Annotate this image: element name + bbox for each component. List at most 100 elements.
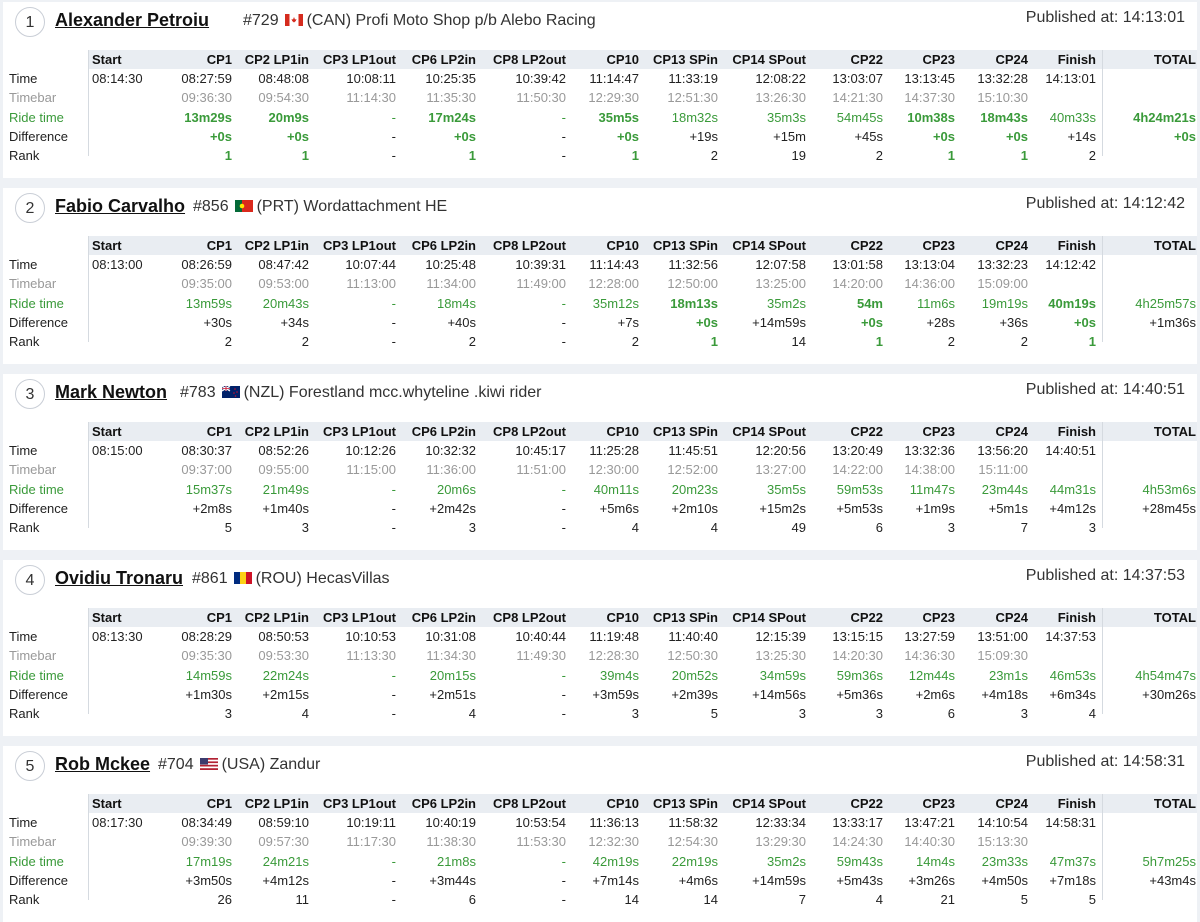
ride-cell: 35m5s (766, 482, 806, 497)
ride-cell: - (391, 668, 396, 683)
rider-team: Wordattachment HE (298, 198, 448, 215)
ride-cell: 20m52s (671, 668, 718, 683)
rider-name-link[interactable]: Alexander Petroiu (55, 10, 210, 30)
time-cell: 14:40:51 (1045, 443, 1096, 458)
time-cell: 11:36:13 (589, 815, 639, 830)
column-divider (1102, 608, 1103, 714)
column-header-cp22: CP22 (850, 796, 883, 811)
diff-cell: +14m56s (752, 687, 806, 702)
diff-cell: - (561, 687, 566, 702)
column-header-cp24: CP24 (995, 52, 1028, 67)
timebar-cell: 12:51:30 (667, 90, 718, 105)
row-label-rank: Rank (9, 706, 40, 721)
diff-cell: +5m6s (599, 501, 639, 516)
rank-cell: 4 (710, 520, 718, 535)
diff-cell: +14s (1067, 129, 1096, 144)
rank-cell: 5 (224, 520, 232, 535)
column-header-cp10: CP10 (606, 796, 639, 811)
row-label-timebar: Timebar (9, 648, 57, 663)
ride-cell: 23m33s (981, 854, 1028, 869)
flag-portugal-icon (234, 199, 253, 212)
time-cell: 10:07:44 (345, 257, 396, 272)
column-header-cp2-lp1in: CP2 LP1in (244, 610, 309, 625)
rank-cell: 4 (1088, 706, 1096, 721)
ride-cell: - (391, 854, 396, 869)
column-header-total: TOTAL (1153, 424, 1196, 439)
diff-cell: +0s (860, 315, 883, 330)
timebar-cell: 09:35:00 (181, 276, 232, 291)
diff-cell: +4m12s (262, 873, 309, 888)
table-header-bg (89, 236, 1197, 255)
diff-cell: +2m10s (671, 501, 718, 516)
rank-cell: 6 (468, 892, 476, 907)
column-header-cp8-lp2out: CP8 LP2out (493, 610, 566, 625)
timebar-cell: 14:22:00 (832, 462, 883, 477)
timebar-cell: 15:09:30 (977, 648, 1028, 663)
timebar-cell: 09:54:30 (258, 90, 309, 105)
position-badge: 1 (15, 7, 45, 37)
rider-name-link[interactable]: Mark Newton (55, 382, 168, 402)
time-cell: 11:32:56 (668, 257, 718, 272)
timebar-cell: 12:32:30 (588, 834, 639, 849)
rider-name-link[interactable]: Fabio Carvalho (55, 196, 186, 216)
column-divider (88, 794, 89, 900)
time-cell: 08:47:42 (258, 257, 309, 272)
column-header-cp22: CP22 (850, 52, 883, 67)
ride-cell: 23m1s (988, 668, 1028, 683)
diff-cell: +4m12s (1049, 501, 1096, 516)
diff-cell: +1m40s (262, 501, 309, 516)
timebar-cell: 09:35:30 (181, 648, 232, 663)
column-header-cp14-spout: CP14 SPout (732, 796, 806, 811)
rank-cell: 1 (224, 148, 232, 163)
column-header-start: Start (92, 424, 122, 439)
ride-cell: 5h7m25s (1142, 854, 1196, 869)
ride-cell: - (561, 854, 566, 869)
rank-cell: 1 (710, 334, 718, 349)
row-label-difference: Difference (9, 687, 69, 702)
rank-cell: - (561, 148, 566, 163)
diff-cell: +3m26s (908, 873, 955, 888)
ride-cell: 54m45s (836, 110, 883, 125)
ride-cell: 35m12s (592, 296, 639, 311)
time-cell: 10:45:17 (515, 443, 566, 458)
timebar-cell: 11:36:00 (426, 462, 476, 477)
diff-cell: +40s (447, 315, 476, 330)
time-cell: 13:32:23 (977, 257, 1028, 272)
timebar-cell: 14:36:00 (904, 276, 955, 291)
rank-cell: 3 (947, 520, 955, 535)
rider-name-link[interactable]: Ovidiu Tronaru (55, 568, 184, 588)
timebar-cell: 11:49:00 (516, 276, 566, 291)
rider-header: 1 Alexander Petroiu #729 (CAN) Profi Moto S… (3, 2, 1197, 42)
time-cell: 11:58:32 (668, 815, 718, 830)
column-divider (1102, 236, 1103, 342)
ride-cell: 24m21s (262, 854, 309, 869)
ride-cell: 18m32s (671, 110, 718, 125)
ride-cell: 40m11s (593, 482, 639, 497)
rider-meta: #856 (PRT) Wordattachment HE (193, 198, 447, 216)
timebar-cell: 15:10:30 (977, 90, 1028, 105)
timebar-cell: 09:55:00 (258, 462, 309, 477)
column-header-cp6-lp2in: CP6 LP2in (411, 796, 476, 811)
column-header-start: Start (92, 52, 122, 67)
column-header-cp1: CP1 (206, 238, 232, 253)
time-cell: 08:59:10 (258, 815, 309, 830)
rank-cell: - (391, 148, 396, 163)
column-header-cp23: CP23 (922, 238, 955, 253)
timebar-cell: 13:25:30 (755, 648, 806, 663)
row-label-time: Time (9, 71, 38, 86)
timebar-cell: 11:17:30 (346, 834, 396, 849)
diff-cell: +0s (932, 129, 955, 144)
ride-cell: 20m23s (671, 482, 718, 497)
rider-header: 2 Fabio Carvalho #856 (PRT) Wordattachment … (3, 188, 1197, 228)
column-divider (88, 422, 89, 528)
table-header-bg (89, 50, 1197, 69)
rider-name-link[interactable]: Rob Mckee (55, 754, 151, 774)
time-cell: 13:51:00 (977, 629, 1028, 644)
rank-cell: 3 (224, 706, 232, 721)
rank-cell: 11 (295, 892, 310, 907)
diff-cell: +45s (854, 129, 883, 144)
rank-cell: 4 (875, 892, 883, 907)
ride-cell: 12m44s (908, 668, 955, 683)
diff-cell: +28m45s (1142, 501, 1196, 516)
rank-cell: 2 (1020, 334, 1028, 349)
